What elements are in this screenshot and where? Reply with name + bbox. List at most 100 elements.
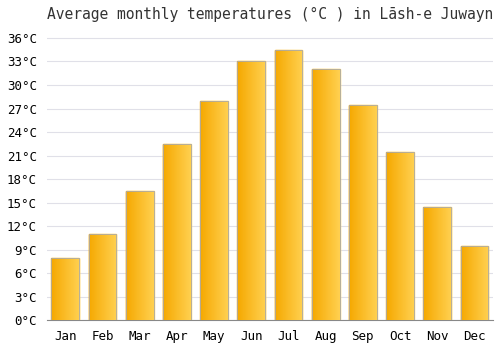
Bar — [468, 246, 469, 320]
Bar — [392, 152, 393, 320]
Bar — [220, 101, 221, 320]
Bar — [54, 258, 55, 320]
Bar — [275, 50, 276, 320]
Bar — [90, 234, 92, 320]
Bar — [313, 69, 314, 320]
Bar — [107, 234, 108, 320]
Bar — [287, 50, 288, 320]
Bar — [472, 246, 473, 320]
Bar — [227, 101, 228, 320]
Bar — [238, 62, 265, 320]
Bar — [73, 258, 74, 320]
Bar — [375, 105, 376, 320]
Bar — [364, 105, 365, 320]
Bar — [351, 105, 352, 320]
Bar — [206, 101, 207, 320]
Bar — [112, 234, 113, 320]
Bar — [104, 234, 106, 320]
Bar — [460, 246, 461, 320]
Bar — [186, 144, 187, 320]
Bar — [57, 258, 58, 320]
Bar — [96, 234, 97, 320]
Bar — [281, 50, 282, 320]
Bar — [448, 206, 449, 320]
Bar — [473, 246, 474, 320]
Bar — [260, 62, 262, 320]
Bar — [238, 62, 239, 320]
Bar — [349, 105, 377, 320]
Bar — [368, 105, 369, 320]
Bar — [426, 206, 427, 320]
Bar — [284, 50, 285, 320]
Bar — [92, 234, 93, 320]
Bar — [403, 152, 404, 320]
Bar — [109, 234, 110, 320]
Bar — [300, 50, 302, 320]
Bar — [205, 101, 206, 320]
Bar — [480, 246, 481, 320]
Bar — [320, 69, 321, 320]
Bar — [396, 152, 398, 320]
Bar — [329, 69, 330, 320]
Bar — [360, 105, 361, 320]
Bar — [479, 246, 480, 320]
Bar — [149, 191, 150, 320]
Bar — [462, 246, 464, 320]
Bar — [389, 152, 390, 320]
Bar — [258, 62, 259, 320]
Bar — [63, 258, 64, 320]
Bar — [239, 62, 240, 320]
Bar — [114, 234, 116, 320]
Bar — [409, 152, 410, 320]
Bar — [372, 105, 373, 320]
Bar — [442, 206, 443, 320]
Bar — [433, 206, 434, 320]
Bar — [482, 246, 483, 320]
Bar — [324, 69, 325, 320]
Bar — [137, 191, 138, 320]
Bar — [323, 69, 324, 320]
Bar — [363, 105, 364, 320]
Bar — [60, 258, 61, 320]
Bar — [297, 50, 298, 320]
Bar — [276, 50, 278, 320]
Bar — [179, 144, 180, 320]
Bar — [295, 50, 296, 320]
Bar — [221, 101, 222, 320]
Bar — [74, 258, 75, 320]
Bar — [134, 191, 135, 320]
Bar — [371, 105, 372, 320]
Bar — [248, 62, 249, 320]
Bar — [182, 144, 183, 320]
Bar — [207, 101, 208, 320]
Bar — [429, 206, 430, 320]
Bar — [434, 206, 435, 320]
Bar — [477, 246, 478, 320]
Bar — [274, 50, 275, 320]
Bar — [72, 258, 73, 320]
Bar — [253, 62, 254, 320]
Bar — [189, 144, 190, 320]
Bar — [274, 50, 302, 320]
Bar — [282, 50, 283, 320]
Bar — [412, 152, 413, 320]
Bar — [243, 62, 244, 320]
Bar — [335, 69, 336, 320]
Bar — [213, 101, 214, 320]
Bar — [359, 105, 360, 320]
Bar — [69, 258, 70, 320]
Bar — [141, 191, 142, 320]
Bar — [444, 206, 445, 320]
Bar — [262, 62, 263, 320]
Bar — [445, 206, 446, 320]
Bar — [388, 152, 389, 320]
Bar — [216, 101, 217, 320]
Bar — [334, 69, 335, 320]
Bar — [201, 101, 202, 320]
Bar — [184, 144, 185, 320]
Bar — [390, 152, 391, 320]
Bar — [376, 105, 377, 320]
Bar — [95, 234, 96, 320]
Bar — [55, 258, 56, 320]
Bar — [366, 105, 367, 320]
